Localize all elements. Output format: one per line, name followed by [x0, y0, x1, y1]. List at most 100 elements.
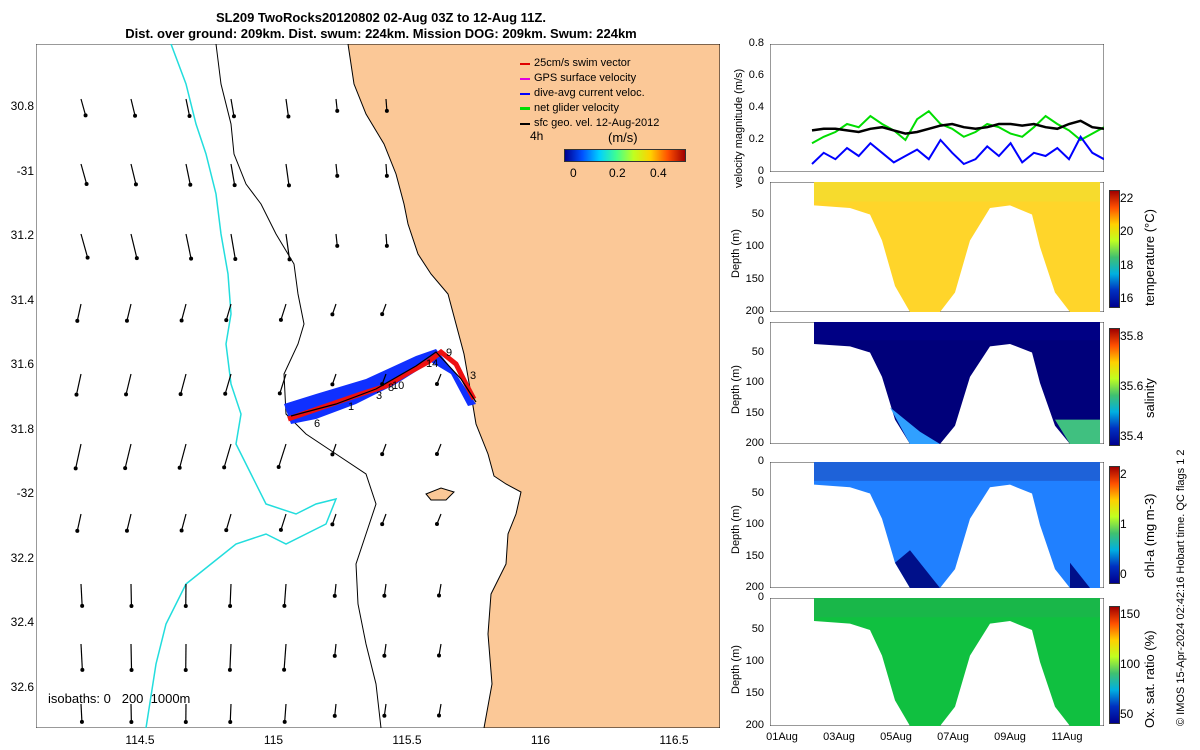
current-arrow: [177, 443, 187, 470]
velocity-series-line: [811, 134, 1104, 166]
current-arrow: [183, 583, 188, 608]
map-y-tick: 31.6: [10, 357, 34, 371]
map-y-tick: 31.4: [10, 292, 34, 307]
map-y-tick: -32: [16, 486, 34, 500]
map-y-tick: 31.8: [10, 421, 34, 436]
date-tick: 07Aug: [937, 731, 969, 743]
current-arrow: [437, 703, 442, 718]
section-field: [814, 182, 1100, 312]
current-arrow: [335, 233, 340, 248]
colorbar-tick-2: 0.4: [650, 166, 667, 180]
isobath-200m: [215, 44, 382, 728]
colorbar-tick: 35.4: [1120, 429, 1144, 443]
current-arrow: [434, 443, 442, 456]
map-y-tick: 32.6: [10, 679, 34, 694]
oxygen-section: [770, 598, 1104, 726]
current-arrow: [224, 513, 232, 533]
current-arrow: [285, 233, 292, 262]
current-arrow: [178, 373, 187, 397]
current-arrow: [228, 703, 233, 724]
current-arrow: [335, 163, 340, 178]
depth-tick: 0: [757, 591, 764, 603]
map-legend: 25cm/s swim vector GPS surface velocity …: [520, 56, 659, 131]
current-arrow: [230, 163, 237, 188]
velocity-y-tick: 0.2: [748, 133, 764, 145]
current-arrow: [384, 233, 389, 248]
current-arrow: [183, 643, 188, 672]
current-arrow: [124, 303, 132, 323]
velocity-plot: [770, 44, 1104, 172]
colorbar-tick: 2: [1120, 467, 1127, 481]
depth-tick: 150: [745, 272, 764, 285]
colorbar-tick: 150: [1120, 607, 1141, 621]
temp-depth-label: Depth (m): [730, 229, 742, 278]
depth-tick: 100: [745, 655, 764, 667]
depth-tick: 100: [745, 240, 764, 252]
current-arrow: [230, 98, 236, 119]
colorbar-unit-label: (m/s): [608, 130, 638, 145]
depth-tick: 100: [745, 376, 764, 388]
section-field: [814, 462, 1100, 588]
track-label: 8: [388, 382, 394, 394]
map-x-tick: 115.5: [392, 733, 422, 747]
current-arrow: [185, 233, 194, 261]
current-arrow: [73, 443, 82, 471]
current-arrow: [282, 703, 287, 724]
section-deep-water: [1055, 419, 1100, 444]
track-label: 14: [426, 358, 438, 370]
current-arrow: [130, 98, 138, 118]
current-arrow: [80, 583, 85, 608]
legend-item-sfc-geo: sfc geo. vel. 12-Aug-2012: [520, 116, 659, 131]
current-arrow: [80, 233, 90, 260]
current-arrow: [384, 163, 389, 178]
current-arrow: [285, 163, 291, 188]
depth-tick: 0: [757, 175, 764, 187]
colorbar-tick: 50: [1120, 707, 1134, 721]
legend-4h-label: 4h: [530, 129, 544, 143]
current-arrow: [124, 513, 132, 533]
colorbar-tick: 35.8: [1120, 329, 1144, 343]
depth-tick: 50: [751, 486, 764, 499]
current-arrow: [185, 98, 192, 119]
depth-tick: 50: [751, 345, 764, 358]
chla-depth-label: Depth (m): [730, 505, 742, 554]
colorbar-tick: 18: [1120, 257, 1134, 272]
current-arrow: [330, 303, 337, 317]
legend-item-dive-avg: dive-avg current veloc.: [520, 86, 659, 101]
section-surface-layer: [814, 322, 1100, 341]
current-arrow: [278, 513, 287, 532]
colorbar-tick: 1: [1120, 517, 1127, 531]
depth-tick: 200: [745, 437, 764, 449]
current-arrow: [278, 303, 287, 322]
track-label: 10: [392, 380, 404, 392]
velocity-y-tick: 0.6: [748, 69, 764, 81]
current-arrow: [434, 513, 442, 526]
colorbar-tick: 100: [1120, 657, 1141, 671]
depth-tick: 200: [745, 719, 764, 731]
current-arrow: [230, 233, 238, 261]
current-arrow: [332, 703, 337, 718]
section-surface-layer: [814, 598, 1100, 618]
velocity-series-line: [811, 109, 1104, 145]
velocity-y-tick: 0.8: [748, 37, 764, 49]
temp-colorbar: [1109, 190, 1120, 308]
velocity-ylabel: velocity magnitude (m/s): [733, 68, 745, 188]
current-arrow: [75, 303, 82, 323]
map-x-tick: 116: [530, 733, 551, 747]
depth-tick: 0: [757, 455, 764, 467]
section-deep-water: [1070, 562, 1090, 588]
track-label: 6: [314, 418, 320, 430]
current-arrow: [285, 98, 291, 119]
sal-clabel: salinity: [1142, 378, 1157, 418]
current-arrow: [382, 703, 387, 718]
legend-item-net-glider: net glider velocity: [520, 101, 659, 116]
date-tick: 09Aug: [994, 731, 1026, 743]
current-arrow: [130, 233, 139, 261]
current-arrow: [129, 583, 134, 608]
current-arrow: [330, 443, 337, 457]
isobath-1000m: [145, 44, 338, 728]
current-arrow: [124, 373, 132, 397]
current-arrow: [129, 643, 134, 672]
current-arrow: [382, 643, 387, 658]
